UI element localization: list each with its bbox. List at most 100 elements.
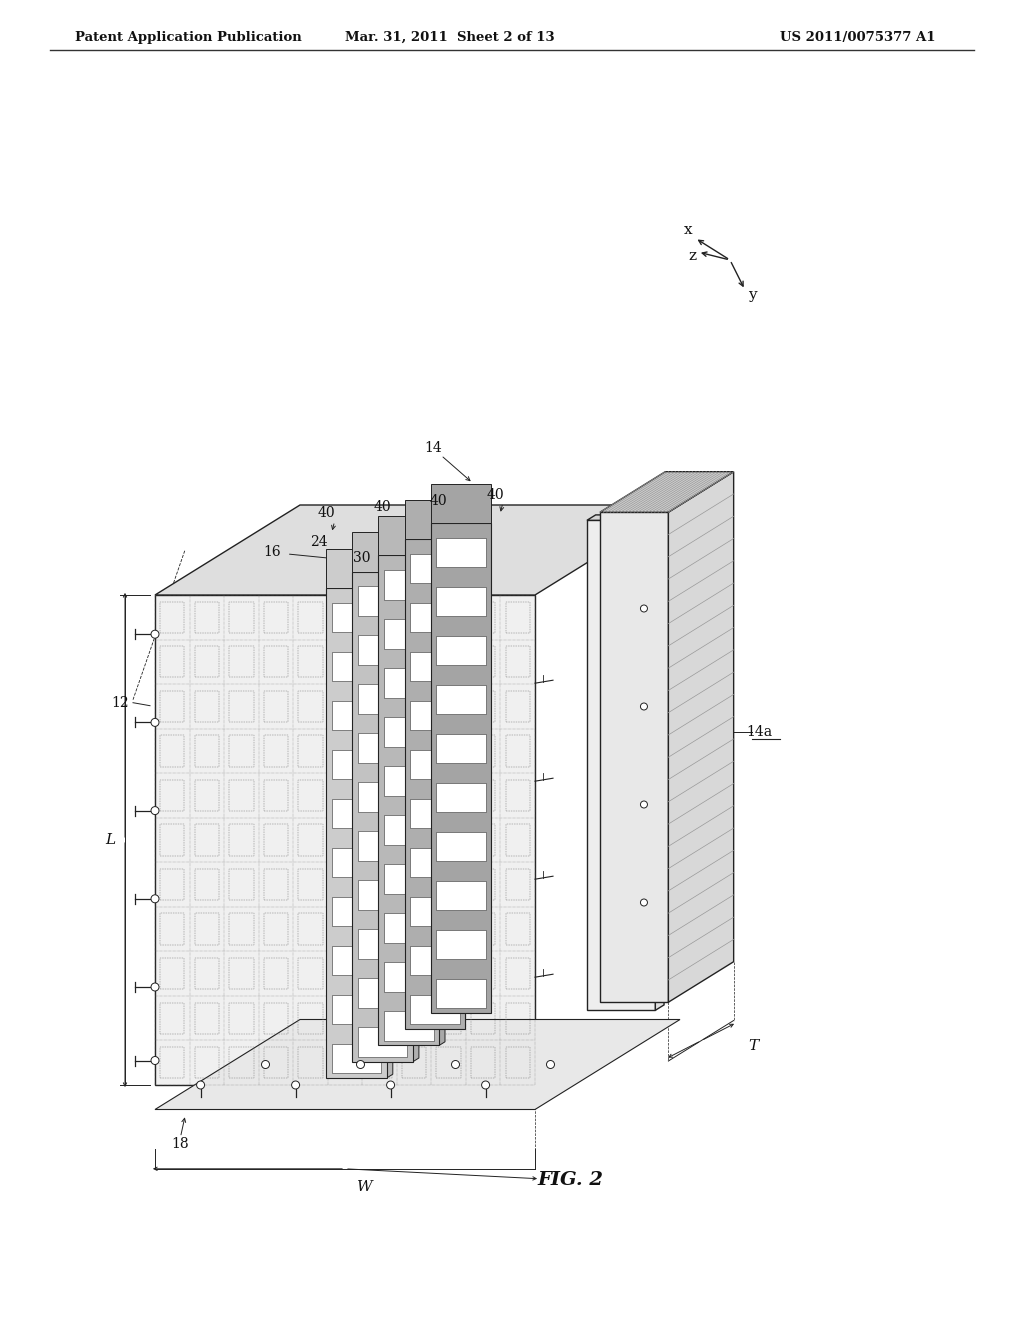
Polygon shape xyxy=(436,929,485,960)
Polygon shape xyxy=(669,471,733,1002)
Polygon shape xyxy=(411,701,460,730)
Text: FIG. 2: FIG. 2 xyxy=(537,1171,603,1189)
Text: 12: 12 xyxy=(112,696,129,710)
Text: L: L xyxy=(104,833,115,847)
Polygon shape xyxy=(384,766,433,796)
Circle shape xyxy=(151,1056,159,1064)
Text: T: T xyxy=(749,1039,759,1053)
Polygon shape xyxy=(332,750,381,779)
Polygon shape xyxy=(358,783,408,812)
Polygon shape xyxy=(384,913,433,942)
Polygon shape xyxy=(436,685,485,714)
Polygon shape xyxy=(327,587,387,1078)
Circle shape xyxy=(151,630,159,638)
Polygon shape xyxy=(358,586,408,615)
Polygon shape xyxy=(332,799,381,828)
Circle shape xyxy=(640,899,647,906)
Text: 30: 30 xyxy=(353,552,371,565)
Polygon shape xyxy=(411,896,460,927)
Circle shape xyxy=(151,807,159,814)
Polygon shape xyxy=(411,847,460,878)
Circle shape xyxy=(640,605,647,612)
Polygon shape xyxy=(332,602,381,632)
Text: z: z xyxy=(688,249,696,263)
Polygon shape xyxy=(411,554,460,583)
Circle shape xyxy=(387,1081,394,1089)
Polygon shape xyxy=(384,962,433,991)
Polygon shape xyxy=(379,556,439,1045)
Polygon shape xyxy=(384,1011,433,1040)
Text: US 2011/0075377 A1: US 2011/0075377 A1 xyxy=(780,30,936,44)
Polygon shape xyxy=(384,570,433,599)
Text: 18: 18 xyxy=(172,1138,189,1151)
Polygon shape xyxy=(332,1044,381,1073)
Polygon shape xyxy=(411,946,460,975)
Text: 24: 24 xyxy=(310,535,328,549)
Polygon shape xyxy=(411,995,460,1024)
Polygon shape xyxy=(587,520,655,1010)
Polygon shape xyxy=(411,603,460,632)
Circle shape xyxy=(261,1060,269,1068)
Polygon shape xyxy=(358,1027,408,1057)
Circle shape xyxy=(481,1081,489,1089)
Text: Patent Application Publication: Patent Application Publication xyxy=(75,30,302,44)
Circle shape xyxy=(356,1060,365,1068)
Polygon shape xyxy=(155,1019,680,1110)
Polygon shape xyxy=(413,568,419,1061)
Polygon shape xyxy=(411,750,460,779)
Polygon shape xyxy=(352,532,413,572)
Polygon shape xyxy=(387,585,393,1078)
Polygon shape xyxy=(436,880,485,909)
Polygon shape xyxy=(436,636,485,665)
Polygon shape xyxy=(358,978,408,1007)
Polygon shape xyxy=(436,783,485,812)
Polygon shape xyxy=(379,516,439,556)
Polygon shape xyxy=(431,523,492,1012)
Circle shape xyxy=(547,1060,555,1068)
Text: 40: 40 xyxy=(486,487,504,502)
Polygon shape xyxy=(600,471,733,512)
Circle shape xyxy=(197,1081,205,1089)
Circle shape xyxy=(151,718,159,726)
Polygon shape xyxy=(352,572,413,1061)
Polygon shape xyxy=(384,717,433,747)
Circle shape xyxy=(640,704,647,710)
Polygon shape xyxy=(358,635,408,665)
Text: 16: 16 xyxy=(263,545,281,558)
Polygon shape xyxy=(404,500,465,539)
Polygon shape xyxy=(436,734,485,763)
Polygon shape xyxy=(358,832,408,861)
Polygon shape xyxy=(600,512,669,1002)
Polygon shape xyxy=(384,668,433,697)
Polygon shape xyxy=(358,734,408,763)
Polygon shape xyxy=(436,586,485,616)
Circle shape xyxy=(151,895,159,903)
Polygon shape xyxy=(358,684,408,714)
Polygon shape xyxy=(332,701,381,730)
Polygon shape xyxy=(439,552,445,1045)
Circle shape xyxy=(452,1060,460,1068)
Polygon shape xyxy=(384,619,433,648)
Polygon shape xyxy=(384,814,433,845)
Text: 40: 40 xyxy=(430,494,447,508)
Polygon shape xyxy=(358,880,408,909)
Polygon shape xyxy=(155,595,535,1085)
Polygon shape xyxy=(411,799,460,829)
Text: 14a: 14a xyxy=(746,725,773,739)
Polygon shape xyxy=(332,896,381,925)
Circle shape xyxy=(151,983,159,991)
Text: x: x xyxy=(684,223,692,238)
Text: 40: 40 xyxy=(374,500,391,513)
Polygon shape xyxy=(332,994,381,1024)
Text: 14: 14 xyxy=(424,441,441,455)
Text: Mar. 31, 2011  Sheet 2 of 13: Mar. 31, 2011 Sheet 2 of 13 xyxy=(345,30,555,44)
Polygon shape xyxy=(436,832,485,861)
Polygon shape xyxy=(411,652,460,681)
Polygon shape xyxy=(436,978,485,1008)
Polygon shape xyxy=(327,549,387,587)
Polygon shape xyxy=(332,945,381,975)
Polygon shape xyxy=(587,515,664,520)
Circle shape xyxy=(640,801,647,808)
Text: 40: 40 xyxy=(317,506,336,520)
Polygon shape xyxy=(436,537,485,568)
